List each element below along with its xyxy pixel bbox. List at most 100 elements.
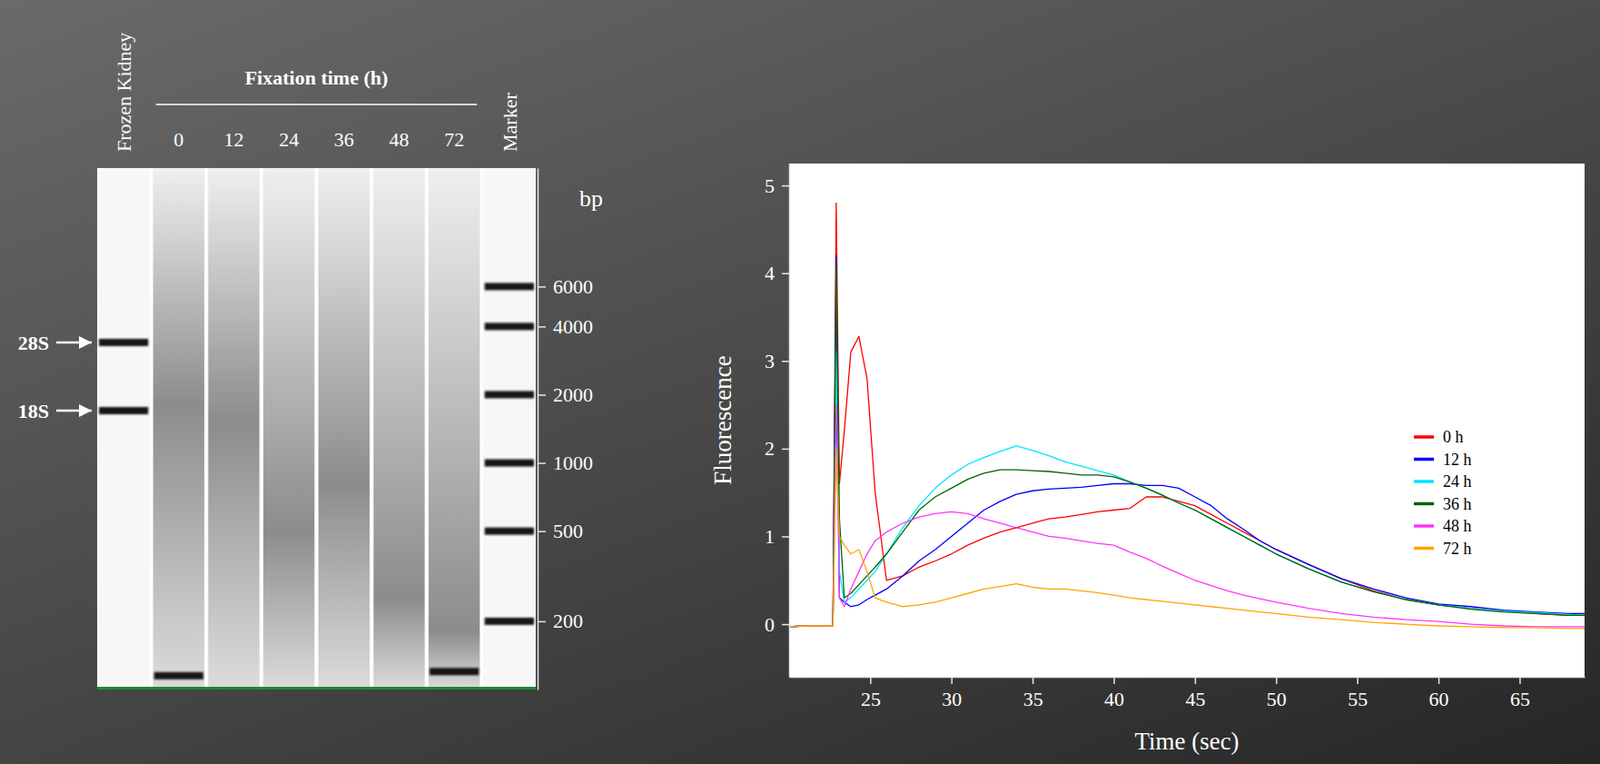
- legend-background: [1402, 422, 1567, 565]
- band: [154, 671, 204, 680]
- tick: 4: [764, 261, 790, 285]
- series-line: [789, 202, 1585, 626]
- smear: [373, 167, 425, 690]
- tick: 1000: [537, 451, 593, 475]
- tick: 65: [1510, 676, 1531, 711]
- tick: 55: [1347, 676, 1368, 711]
- tick-label: 35: [1023, 687, 1044, 711]
- x-axis: 253035404550556065: [790, 676, 1586, 711]
- annotation: 28S: [18, 331, 50, 355]
- figure: Frozen Kidney01224364872MarkerFixation t…: [0, 0, 1600, 764]
- tick-mark: [537, 462, 546, 465]
- series-line: [789, 404, 1585, 627]
- tick-label: 40: [1104, 687, 1125, 711]
- tick: 35: [1023, 676, 1044, 711]
- tick-mark: [781, 272, 790, 275]
- band: [484, 282, 534, 290]
- lane: [97, 167, 150, 690]
- tick-label: 2000: [553, 383, 593, 406]
- axis-title: Fluorescence: [709, 355, 737, 484]
- band: [484, 322, 534, 330]
- band: [98, 406, 149, 415]
- lane-label: 72: [444, 128, 465, 151]
- group-rule: [156, 103, 478, 106]
- lane-label: 24: [278, 128, 299, 151]
- gel-panel: Frozen Kidney01224364872MarkerFixation t…: [18, 32, 603, 691]
- tick-label: 25: [860, 687, 881, 711]
- tick: 6000: [537, 275, 593, 298]
- tick-label: 1: [764, 524, 775, 548]
- tick-mark: [1113, 676, 1116, 684]
- tick-mark: [1195, 676, 1197, 684]
- smear: [428, 167, 480, 690]
- tick-label: 50: [1266, 687, 1287, 711]
- tick-mark: [951, 676, 954, 684]
- y-axis-line: [789, 164, 791, 678]
- tick-label: 55: [1347, 687, 1368, 711]
- band: [484, 617, 534, 625]
- tick: 25: [860, 676, 881, 711]
- tick: 2000: [537, 383, 593, 406]
- smear: [318, 167, 370, 690]
- gel-marks: [97, 167, 536, 690]
- smear: [153, 167, 205, 690]
- tick-label: 200: [553, 609, 583, 633]
- tick-label: 4000: [553, 315, 593, 338]
- lane-label: 36: [334, 128, 355, 151]
- band: [484, 390, 534, 398]
- tick: 2: [764, 436, 790, 460]
- tick-mark: [1032, 676, 1035, 684]
- band: [484, 527, 534, 535]
- legend-label: 48 h: [1442, 516, 1472, 535]
- tick: 500: [537, 519, 583, 543]
- tick-mark: [781, 360, 790, 363]
- tick-mark: [781, 448, 790, 451]
- band: [484, 459, 534, 467]
- lane: [207, 167, 260, 690]
- smear: [263, 167, 315, 690]
- axis-title: Time (sec): [1134, 727, 1239, 755]
- tick-label: 65: [1510, 687, 1531, 711]
- line-panel: 253035404550556065012345Time (sec)Fluore…: [709, 163, 1586, 755]
- band: [429, 667, 479, 675]
- tick-label: 6000: [553, 275, 593, 298]
- plot-marks: [789, 202, 1585, 628]
- tick-mark: [1438, 676, 1441, 684]
- tick-label: 60: [1429, 687, 1450, 711]
- tick: 45: [1185, 676, 1205, 711]
- legend-swatch: [1413, 523, 1434, 528]
- tick-mark: [537, 394, 546, 396]
- tick: 200: [537, 609, 583, 633]
- tick: 40: [1104, 676, 1125, 711]
- smear: [207, 167, 259, 690]
- tick-mark: [537, 621, 546, 623]
- x-axis-line: [790, 676, 1586, 679]
- tick-label: 0: [764, 612, 775, 636]
- legend-swatch: [1413, 502, 1434, 506]
- lane: [152, 167, 206, 690]
- legend: 0 h12 h24 h36 h48 h72 h: [1402, 422, 1567, 565]
- lane: [483, 167, 536, 690]
- tick-mark: [869, 676, 872, 684]
- tick-label: 1000: [553, 451, 593, 475]
- tick-label: 3: [764, 349, 775, 373]
- tick-mark: [537, 325, 546, 328]
- legend-swatch: [1413, 479, 1434, 484]
- lane: [372, 167, 425, 690]
- lane: [262, 167, 316, 690]
- gel-baseline: [97, 686, 536, 690]
- legend-swatch: [1413, 546, 1434, 551]
- tick: 50: [1266, 676, 1287, 711]
- axis-title: bp: [579, 185, 603, 212]
- size-axis: 200 500 1000 2000 4000 6000: [537, 168, 593, 691]
- lane: [427, 167, 481, 690]
- tick-label: 45: [1185, 687, 1205, 711]
- legend-label: 72 h: [1442, 539, 1472, 558]
- band: [98, 338, 149, 346]
- legend-swatch: [1413, 434, 1434, 439]
- tick-label: 4: [764, 261, 775, 285]
- annotation-arrow: [56, 409, 92, 413]
- tick-label: 2: [764, 436, 775, 460]
- gel-background: [97, 167, 536, 690]
- legend-swatch: [1413, 457, 1434, 462]
